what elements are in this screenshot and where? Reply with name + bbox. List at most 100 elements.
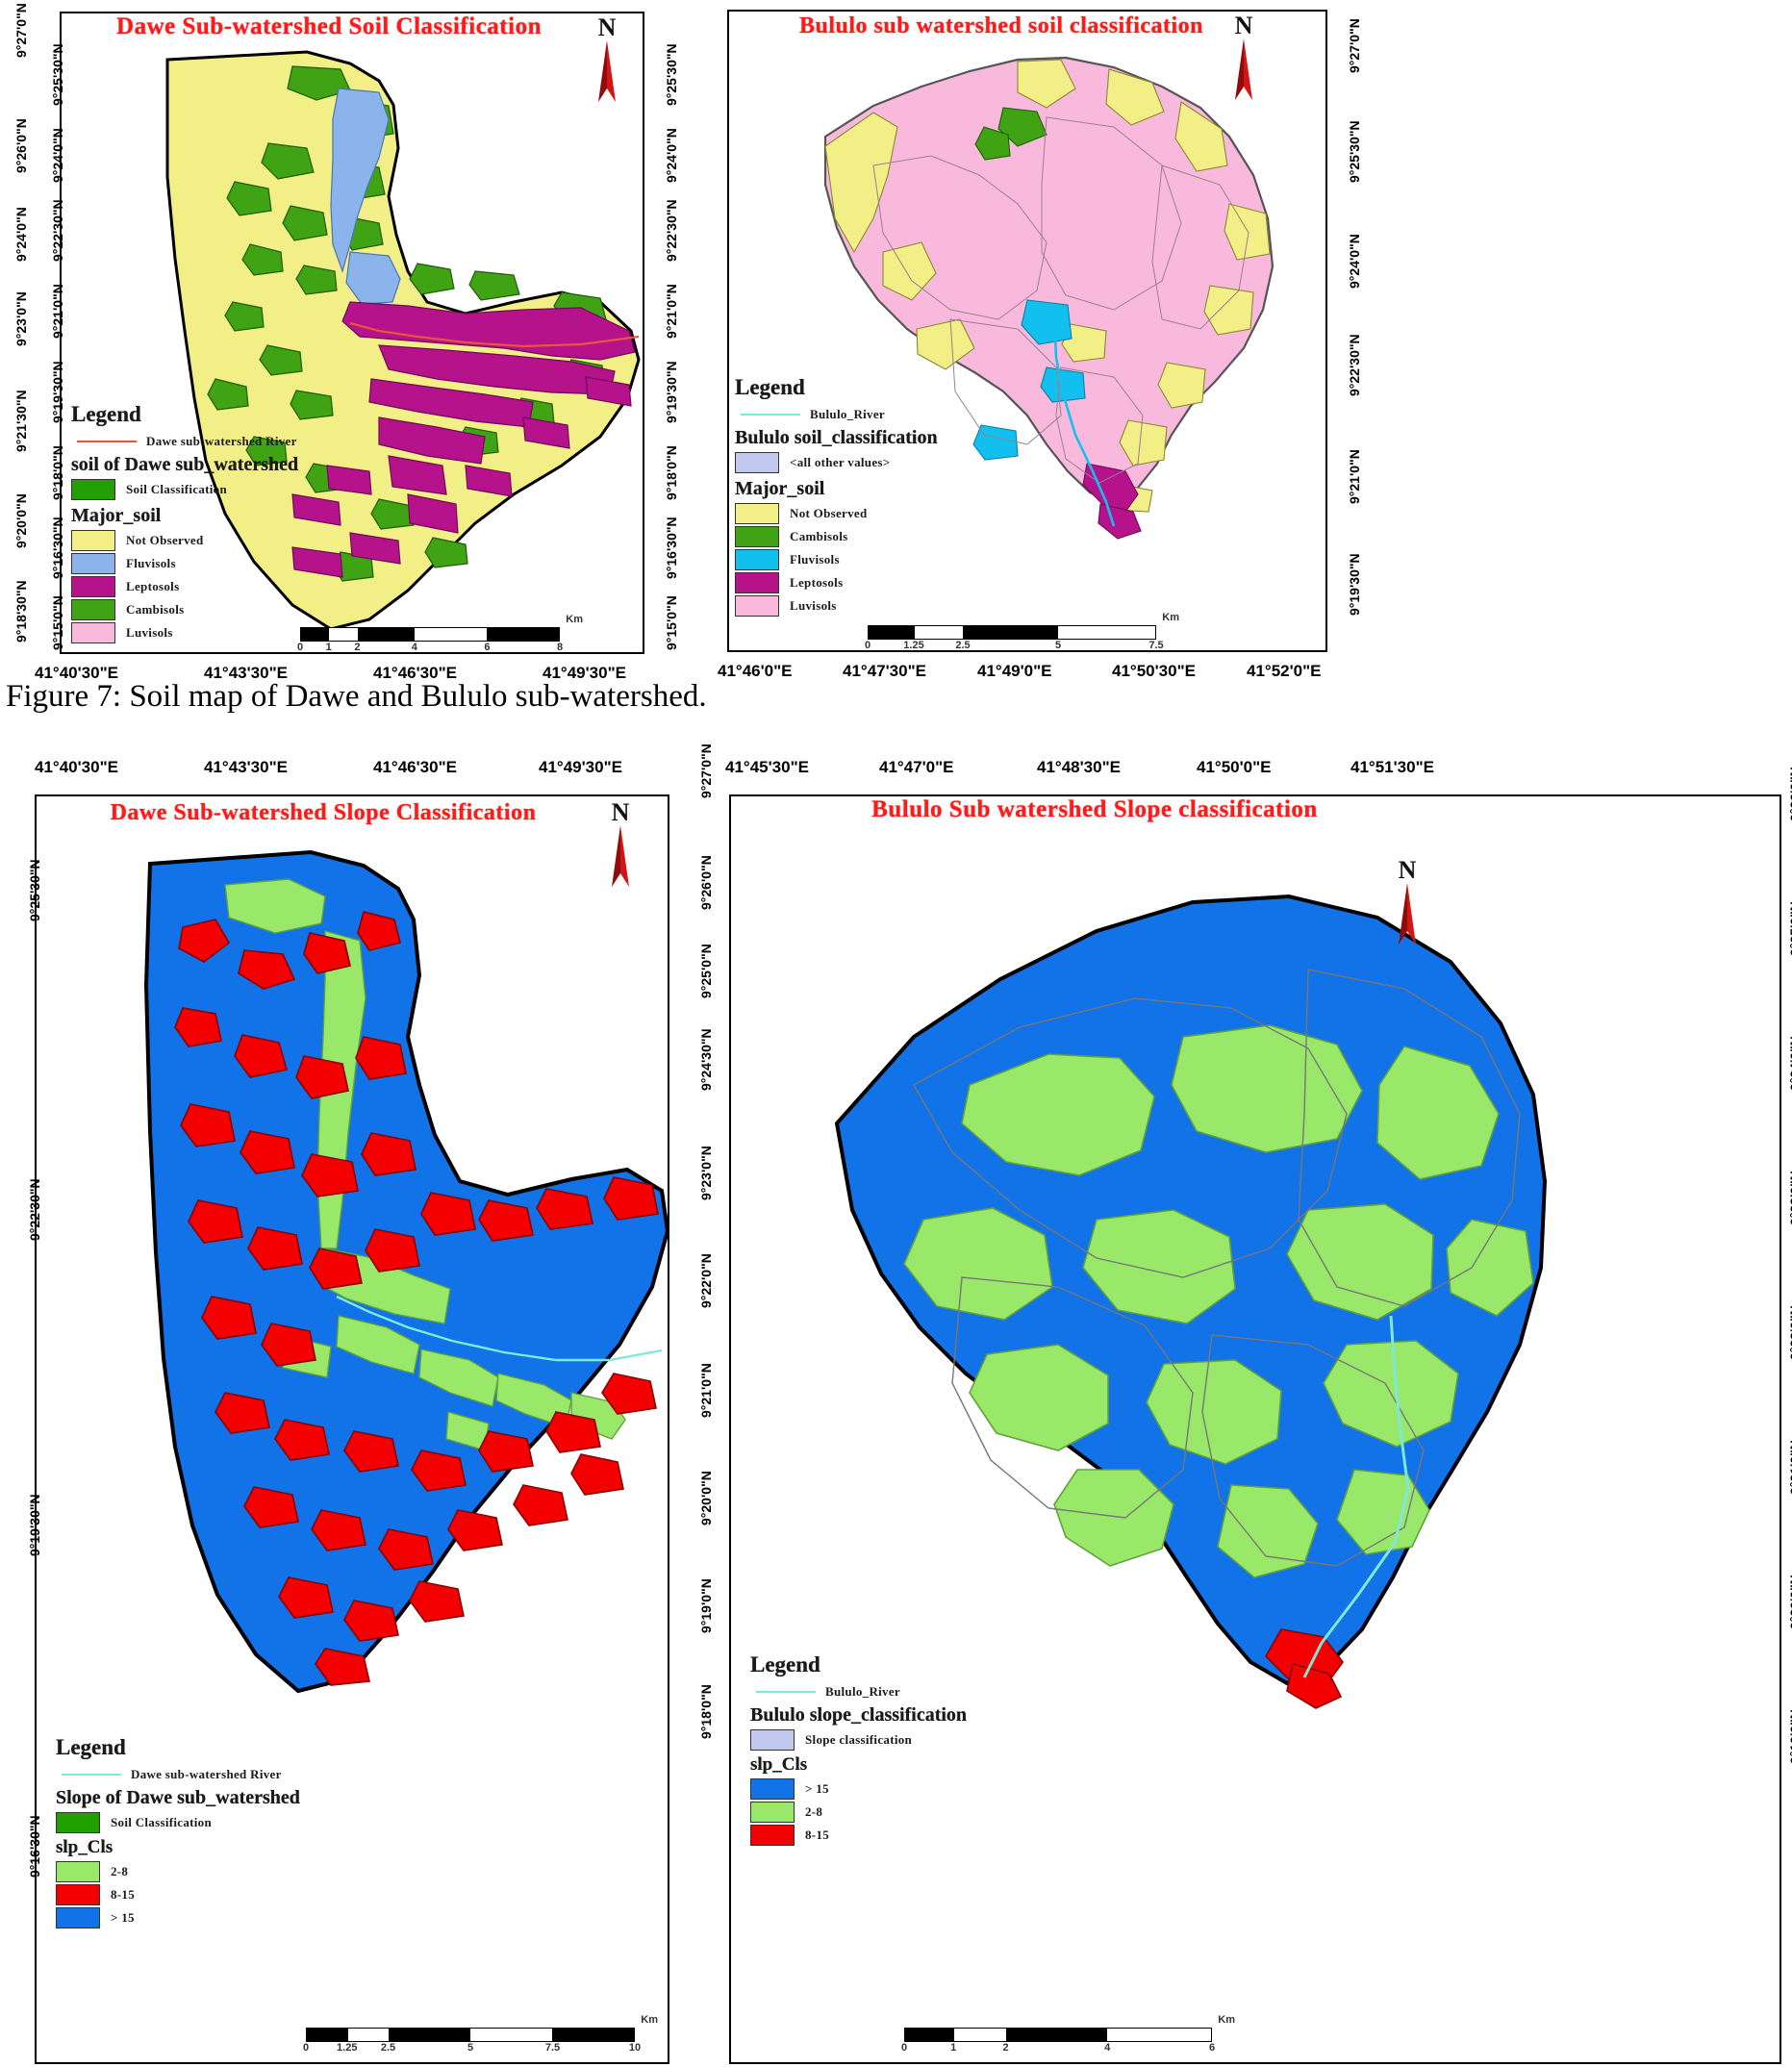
x-axis-tick: 41°46'0"E [718,662,793,680]
y-axis-tick: 9°19'30"N [50,361,65,423]
y-axis-tick: 9°16'30"N [50,517,65,579]
scalebar-tick: 4 [1104,2042,1111,2054]
north-arrow-dawe-soil: N [585,13,629,106]
x-axis-tick: 41°49'0"E [977,662,1052,680]
legend-class-label: Luvisols [126,625,173,640]
x-axis-tick: 41°45'30"E [725,758,809,776]
legend-class-label: Luvisols [790,598,837,613]
y-axis-tick: 9°18'0"N [50,445,65,500]
x-axis-tick: 41°47'30"E [843,662,926,680]
legend-outline-label: Soil Classification [126,482,228,496]
scalebar-dawe-slope: Km 0 1.25 2.5 5 7.5 10 [302,2014,658,2057]
y-axis-tick: 9°15'0"N [50,595,65,650]
y-axis-tick: 9°22'0"N [1787,1305,1792,1360]
y-axis-tick: 9°22'30"N [27,1178,42,1241]
river-line-symbol [77,441,137,442]
legend-river-row: Dawe sub-watershed River [71,434,298,449]
y-axis-tick: 9°21'0"N [1347,449,1362,504]
legend-layer-title: Slope of Dawe sub_watershed [56,1787,300,1808]
legend-swatch [735,503,779,524]
scalebar-tick: 2.5 [955,640,971,651]
y-axis-tick: 9°23'0"N [1787,1171,1792,1225]
bululo-slope-map-frame [729,794,1781,2064]
scalebar-ticks: 0 1.25 2.5 5 7.5 [865,640,1164,655]
legend-river-label: Dawe sub-watershed River [146,434,297,448]
bululo-soil-legend: Legend Bululo_River Bululo soil_classifi… [735,375,938,618]
legend-swatch [56,1861,100,1882]
legend-class-row: > 15 [750,1778,967,1800]
scalebar-bululo-slope: Km 0 1 2 4 6 [900,2014,1235,2057]
legend-class-label: Fluvisols [790,552,840,567]
scalebar-tick: 5 [467,2042,474,2054]
legend-swatch [71,553,115,574]
legend-swatch [735,452,779,473]
x-axis-tick: 41°50'0"E [1197,758,1272,776]
bululo-slope-map-title: Bululo Sub watershed Slope classificatio… [871,796,1318,822]
legend-layer-title: Bululo slope_classification [750,1704,968,1726]
dawe-soil-geometry [165,50,641,631]
north-arrow-bululo-soil: N [1222,12,1266,104]
dawe-soil-legend: Legend Dawe sub-watershed River soil of … [71,402,298,645]
x-axis-tick: 41°46'30"E [373,758,457,776]
legend-class-title: slp_Cls [750,1754,808,1775]
scalebar-tick: 0 [900,2042,908,2054]
scalebar-bar [300,627,560,642]
y-axis-tick: 9°20'0"N [13,493,29,548]
y-axis-tick: 9°25'30"N [50,43,65,106]
legend-swatch [71,479,115,500]
legend-river-label: Bululo_River [810,407,885,421]
y-axis-tick: 9°22'30"N [1347,334,1362,396]
legend-class-row: Leptosols [71,576,298,597]
legend-class-label: 8-15 [111,1887,136,1902]
y-axis-tick: 9°24'0"N [664,128,679,183]
dawe-soil-map-panel: Dawe Sub-watershed Soil Classification N… [0,0,679,904]
legend-swatch [56,1812,100,1833]
y-axis-tick: 9°22'30"N [50,199,65,262]
x-axis-tick: 41°47'0"E [879,758,954,776]
scalebar-tick: 5 [1054,640,1062,651]
dawe-slope-geometry [143,849,668,1694]
scalebar-tick: 7.5 [1148,640,1164,651]
legend-river-row: Bululo_River [735,407,938,422]
legend-swatch [71,530,115,551]
legend-class-label: Leptosols [126,579,180,593]
north-label: N [1398,856,1417,884]
legend-class-label: 2-8 [111,1864,129,1878]
legend-class-label: Fluvisols [126,556,176,570]
y-axis-tick: 9°25'0"N [1787,901,1792,956]
bululo-slope-geometry [834,894,1548,1709]
y-axis-tick: 9°18'30"N [13,580,29,643]
legend-swatch [735,549,779,570]
x-axis-tick: 41°40'30"E [35,664,118,682]
scalebar-tick: 1 [325,642,332,653]
legend-class-row: Not Observed [735,503,938,524]
y-axis-tick: 9°15'0"N [664,595,679,650]
x-axis-tick: 41°46'30"E [373,664,457,682]
legend-class-label: 8-15 [805,1828,830,1842]
y-axis-tick: 9°24'0"N [1347,234,1362,289]
legend-swatch [750,1729,795,1751]
north-label: N [611,798,630,826]
scalebar-tick: 0 [302,2042,310,2054]
legend-class-label: > 15 [805,1781,829,1796]
legend-outline-row: <all other values> [735,452,938,473]
scalebar-dawe-soil: Km 0 1 2 4 6 8 [297,614,583,657]
legend-class-row: Cambisols [71,599,298,620]
legend-swatch [735,572,779,593]
legend-class-row: 2-8 [56,1861,300,1882]
y-axis-tick: 9°21'30"N [13,390,29,452]
scalebar-unit: Km [566,614,583,625]
x-axis-tick: 41°43'30"E [204,664,288,682]
legend-outline-label: <all other values> [790,455,891,469]
legend-class-label: Not Observed [126,533,204,547]
legend-class-row: 2-8 [750,1802,967,1823]
legend-swatch [71,599,115,620]
scalebar-bar [306,2028,635,2042]
legend-class-row: Fluvisols [71,553,298,574]
scalebar-tick: 1.25 [337,2042,358,2054]
y-axis-tick: 9°19'30"N [664,361,679,423]
bululo-soil-map-frame [727,10,1327,652]
river-line-symbol [756,1691,816,1693]
y-axis-tick: 9°26'0"N [1787,767,1792,821]
x-axis-tick: 41°49'30"E [543,664,626,682]
